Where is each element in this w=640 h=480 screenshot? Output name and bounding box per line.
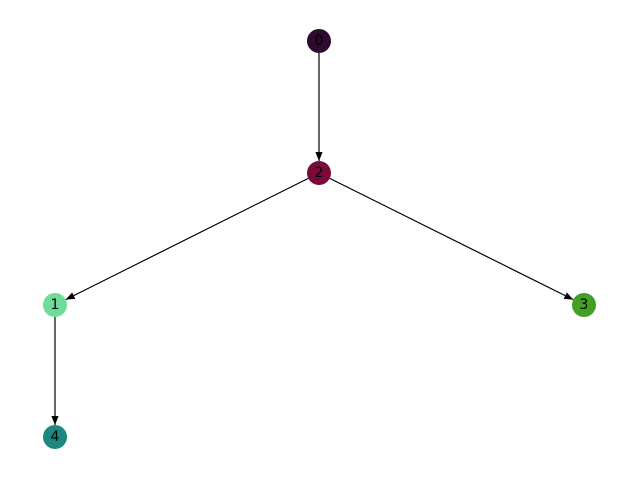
node-1-circle bbox=[43, 293, 67, 317]
node-4: 4 bbox=[43, 425, 67, 449]
edge-2-3 bbox=[329, 177, 574, 301]
node-2-circle bbox=[307, 161, 331, 185]
edge-layer bbox=[51, 53, 574, 425]
node-2: 2 bbox=[307, 161, 331, 185]
node-1-label: 1 bbox=[51, 297, 60, 313]
node-1: 1 bbox=[43, 293, 67, 317]
node-4-circle bbox=[43, 425, 67, 449]
node-2-label: 2 bbox=[315, 165, 324, 181]
node-0-label: 0 bbox=[315, 33, 324, 49]
node-3-label: 3 bbox=[580, 297, 589, 313]
node-0: 0 bbox=[307, 29, 331, 53]
node-3-circle bbox=[572, 293, 596, 317]
node-3: 3 bbox=[572, 293, 596, 317]
node-4-label: 4 bbox=[51, 429, 60, 445]
edge-2-1 bbox=[65, 177, 309, 301]
node-0-circle bbox=[307, 29, 331, 53]
node-layer: 0 2 1 3 4 bbox=[43, 29, 596, 449]
